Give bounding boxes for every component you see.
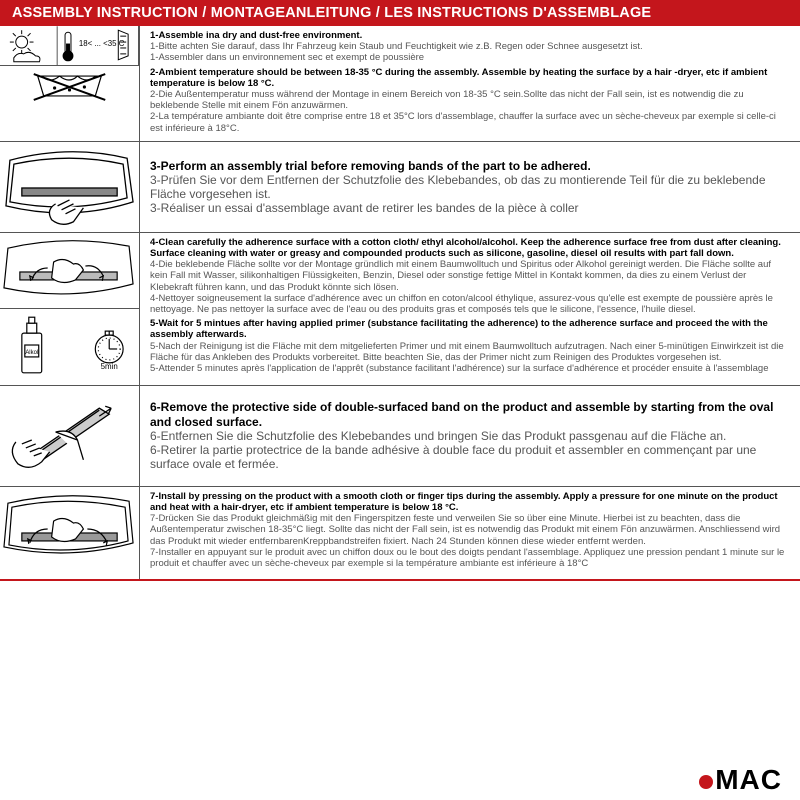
step7-de: 7-Drücken Sie das Produkt gleichmäßig mi… (150, 513, 790, 547)
step7-en: 7-Install by pressing on the product wit… (150, 491, 790, 513)
section-5-text: 7-Install by pressing on the product wit… (140, 487, 800, 579)
step2-de: 2-Die Außentemperatur muss während der M… (150, 89, 790, 111)
section-3-illustrations: Alkol 5min (0, 233, 140, 385)
illus-sun-thermo: 18< ... <35 C (0, 26, 139, 66)
section-4-text: 6-Remove the protective side of double-s… (140, 386, 800, 486)
section-5-illustration (0, 487, 140, 579)
step6-en: 6-Remove the protective side of double-s… (150, 400, 790, 428)
step5-de: 5-Nach der Reinigung ist die Fläche mit … (150, 341, 790, 363)
logo-text: MAC (715, 764, 782, 796)
illus-clean-surface-icon (0, 233, 139, 309)
step4-de: 4-Die beklebende Fläche sollte vor der M… (150, 259, 790, 293)
page-header: ASSEMBLY INSTRUCTION / MONTAGEANLEITUNG … (0, 0, 800, 26)
step2-en: 2-Ambient temperature should be between … (150, 67, 790, 89)
illus-peel-tape-icon (0, 386, 139, 486)
illus-trial-fit-icon (0, 142, 139, 232)
step3-fr: 3-Réaliser un essai d'assemblage avant d… (150, 201, 790, 215)
section-1: 18< ... <35 C (0, 26, 800, 142)
step1-de: 1-Bitte achten Sie darauf, dass Ihr Fahr… (150, 41, 790, 52)
step3-de: 3-Prüfen Sie vor dem Entfernen der Schut… (150, 173, 790, 201)
illus-alcohol-timer-icon: Alkol 5min (0, 309, 139, 385)
step1-fr: 1-Assembler dans un environnement sec et… (150, 52, 790, 63)
section-2-illustration (0, 142, 140, 232)
step6-de: 6-Entfernen Sie die Schutzfolie des Kleb… (150, 429, 790, 443)
section-2-text: 3-Perform an assembly trial before remov… (140, 142, 800, 232)
step7-fr: 7-Installer en appuyant sur le produit a… (150, 547, 790, 569)
section-3-text: 4-Clean carefully the adherence surface … (140, 233, 800, 385)
step2-fr: 2-La température ambiante doit être comp… (150, 111, 790, 133)
step4-fr: 4-Nettoyer soigneusement la surface d'ad… (150, 293, 790, 315)
step6-fr: 6-Retirer la partie protectrice de la ba… (150, 443, 790, 471)
section-4-illustration (0, 386, 140, 486)
alcohol-label: Alkol (25, 350, 38, 356)
step3-en: 3-Perform an assembly trial before remov… (150, 159, 790, 173)
brand-logo: MAC (695, 764, 782, 796)
step5-en: 5-Wait for 5 mintues after having applie… (150, 318, 790, 340)
section-2: 3-Perform an assembly trial before remov… (0, 142, 800, 233)
section-5: 7-Install by pressing on the product wit… (0, 487, 800, 581)
section-1-illustrations: 18< ... <35 C (0, 26, 140, 141)
section-3: Alkol 5min 4-Clean carefully the adheren… (0, 233, 800, 386)
section-1-text: 1-Assemble ina dry and dust-free environ… (140, 26, 800, 141)
step1-en: 1-Assemble ina dry and dust-free environ… (150, 30, 790, 41)
step4-en: 4-Clean carefully the adherence surface … (150, 237, 790, 259)
step5-fr: 5-Attender 5 minutes après l'application… (150, 363, 790, 374)
illus-no-wash-icon (0, 66, 139, 106)
logo-dot-icon (699, 775, 713, 789)
timer-label: 5min (101, 362, 118, 371)
illus-press-install-icon (0, 487, 139, 579)
section-4: 6-Remove the protective side of double-s… (0, 386, 800, 487)
